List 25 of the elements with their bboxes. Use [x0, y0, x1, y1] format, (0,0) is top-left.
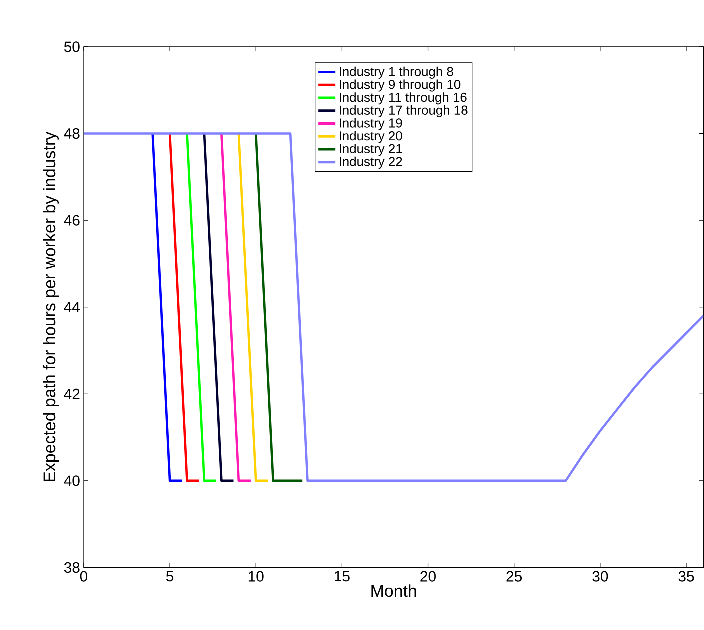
x-axis-title: Month — [372, 584, 416, 598]
x-tick-label: 0 — [80, 571, 88, 582]
y-tick-label: 48 — [64, 128, 80, 140]
x-tick-label: 20 — [420, 571, 436, 582]
y-axis-title: Expected path for hours per worker by industry — [43, 132, 59, 482]
y-tick-label: 38 — [64, 562, 80, 574]
y-tick-label: 50 — [64, 42, 80, 52]
y-tick-label: 42 — [64, 389, 80, 400]
x-tick-label: 10 — [248, 571, 264, 582]
legend-label: Industry 22 — [340, 157, 402, 170]
x-tick-label: 5 — [166, 571, 174, 582]
legend-label: Industry 17 through 18 — [340, 106, 468, 118]
y-tick-label: 46 — [64, 215, 80, 226]
x-tick-label: 35 — [678, 571, 694, 582]
legend-label: Industry 20 — [340, 131, 402, 144]
x-tick-label: 30 — [592, 571, 608, 582]
legend-label: Industry 9 through 10 — [340, 80, 461, 92]
legend-label: Industry 1 through 8 — [340, 67, 454, 80]
x-tick-label: 25 — [506, 571, 522, 582]
y-tick-label: 44 — [64, 302, 80, 313]
legend-label: Industry 21 — [340, 144, 402, 156]
legend-label: Industry 11 through 16 — [340, 92, 467, 105]
legend-label: Industry 19 — [340, 118, 402, 131]
y-tick-label: 40 — [64, 476, 80, 486]
x-tick-label: 15 — [335, 571, 350, 582]
